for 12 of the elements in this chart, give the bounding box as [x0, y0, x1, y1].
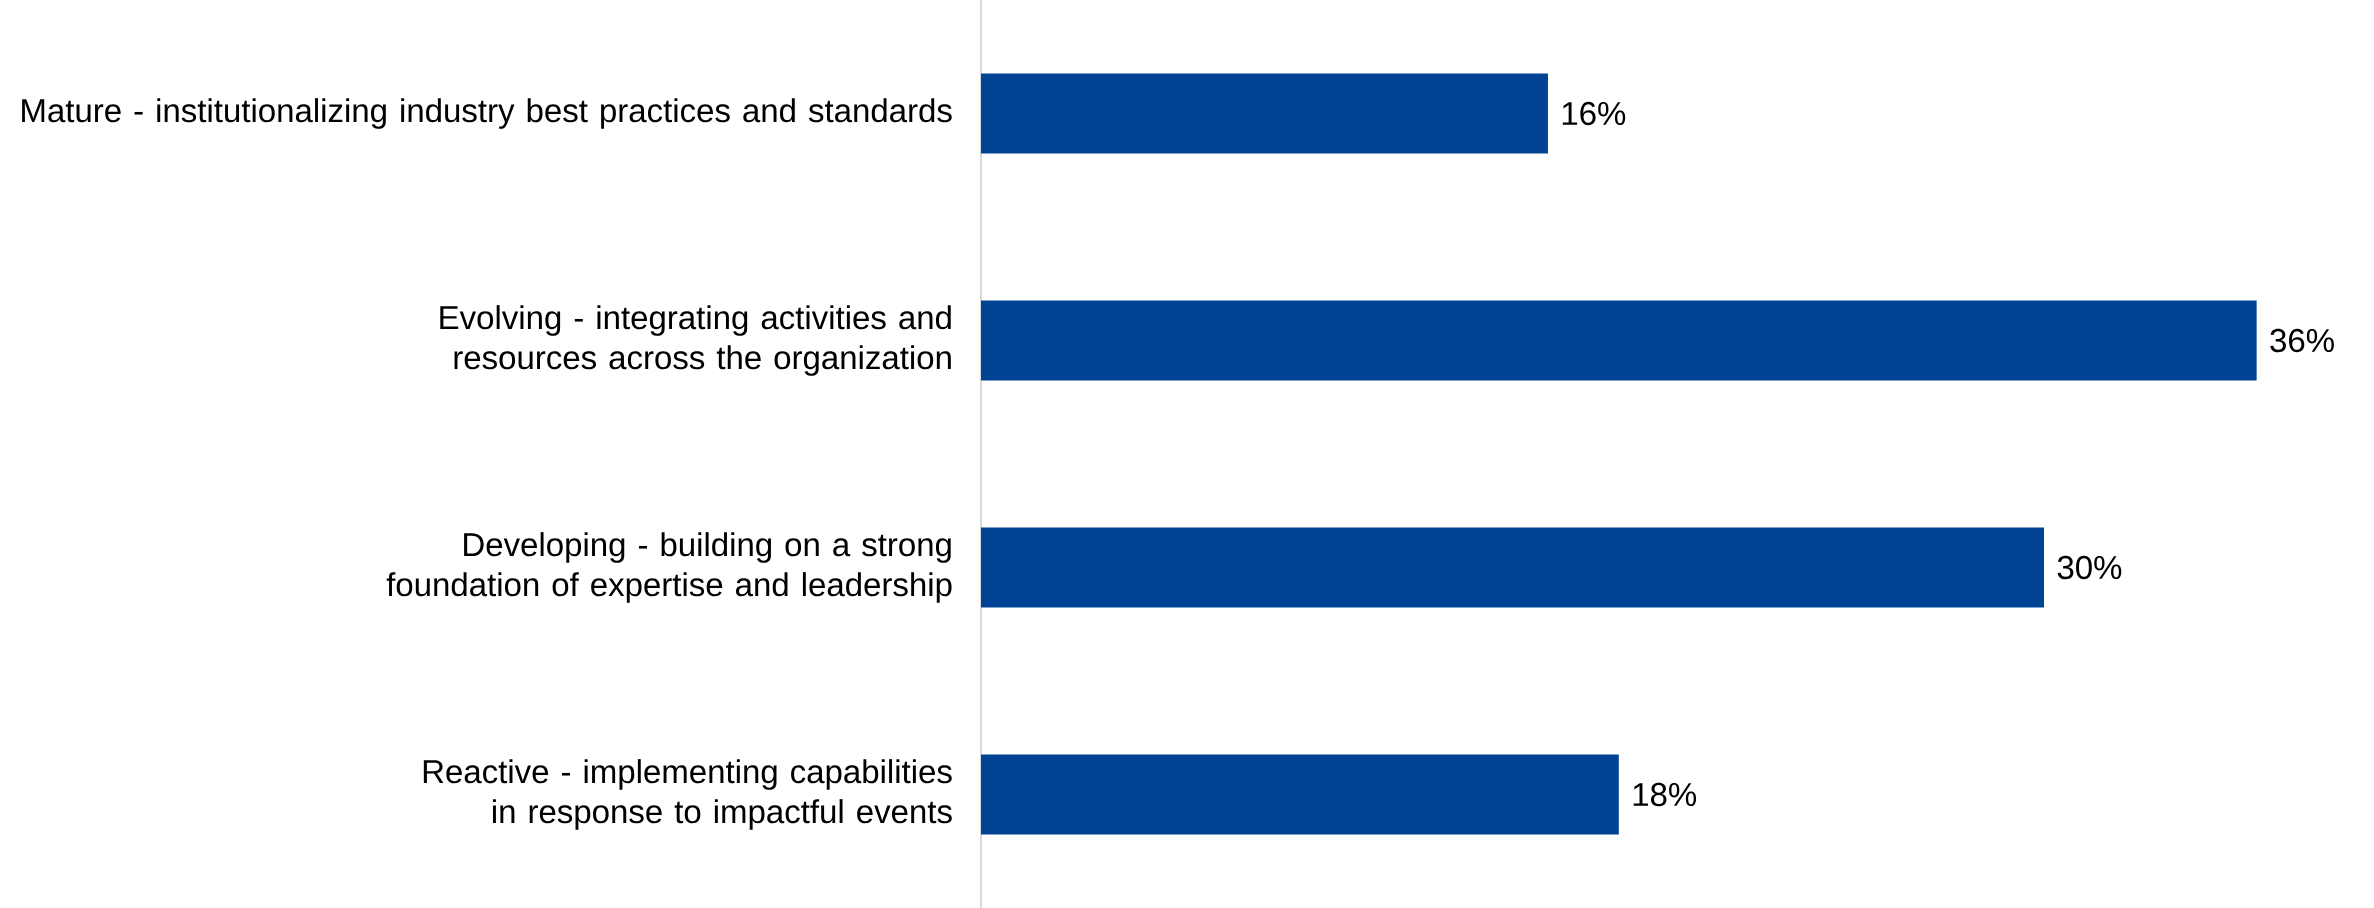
- data-label: 16%: [1562, 101, 1626, 126]
- bar: [980, 300, 2257, 381]
- y-tick-label: Evolving - integrating activities and resources across the organization: [440, 305, 951, 376]
- bar: [980, 73, 1548, 154]
- data-label: 36%: [2270, 328, 2334, 353]
- bar: [980, 527, 2045, 608]
- y-tick-label: Developing - building on a strong foundation of expertise and leadership: [386, 532, 952, 603]
- data-label: 18%: [1633, 782, 1697, 807]
- y-tick-label: Reactive - implementing capabilities in response to impactful events: [423, 759, 952, 830]
- y-tick-label: Mature - institutionalizing industry best practices and standards: [22, 98, 952, 129]
- data-label: 30%: [2057, 555, 2122, 580]
- bar: [980, 754, 1619, 835]
